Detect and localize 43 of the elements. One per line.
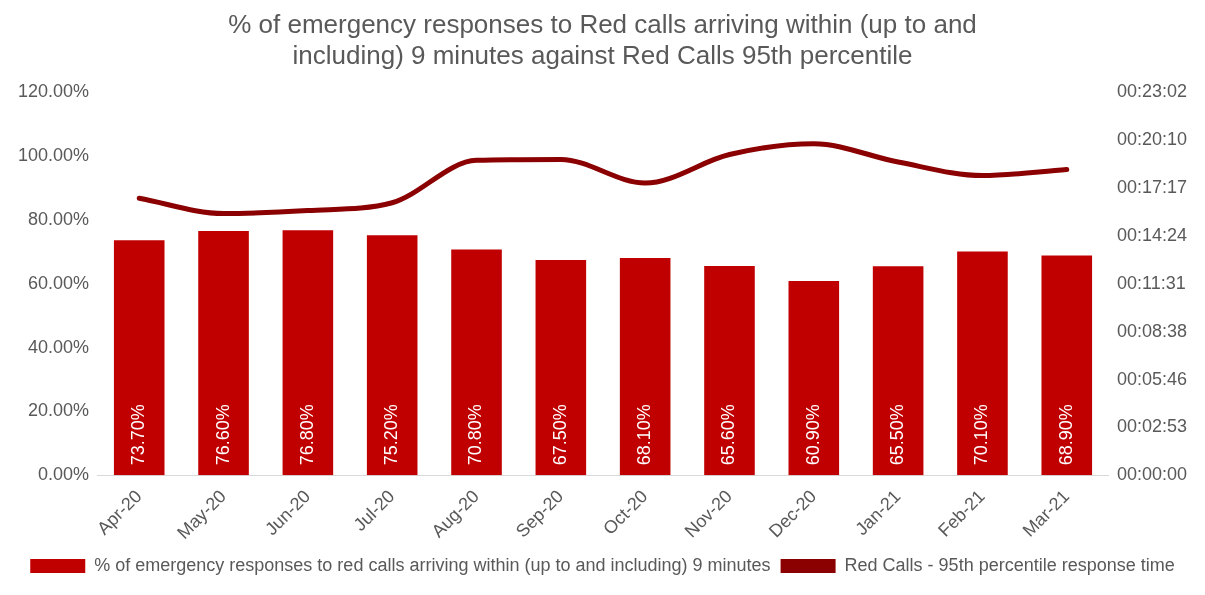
data-label: 76.60% [212, 404, 233, 466]
y2-tick-label: 00:14:24 [1116, 224, 1188, 245]
data-label: 76.80% [296, 404, 317, 466]
data-label: 75.20% [381, 404, 402, 466]
data-label: 68.90% [1055, 404, 1076, 466]
data-label: 60.90% [802, 404, 823, 466]
y2-tick-label: 00:00:00 [1116, 464, 1188, 485]
bar [366, 235, 418, 476]
data-label: 70.10% [971, 404, 992, 466]
bar [957, 251, 1008, 476]
y-tick-label: 0.00% [38, 464, 90, 485]
y2-tick-label: 00:11:31 [1116, 272, 1186, 293]
data-label: 65.50% [887, 404, 908, 466]
y-tick-label: 60.00% [28, 272, 90, 293]
bar [704, 265, 755, 476]
y-tick-label: 80.00% [28, 209, 90, 229]
y2-tick-label: 00:23:02 [1116, 81, 1188, 102]
y-tick-label: 100.00% [18, 145, 90, 166]
bar [198, 230, 249, 476]
bar [535, 259, 587, 476]
y-tick-label: 20.00% [28, 400, 90, 421]
y-tick-label: 40.00% [28, 336, 90, 357]
legend-label: Red Calls - 95th percentile response time [844, 554, 1175, 575]
data-label: 65.60% [718, 404, 739, 466]
bar [282, 230, 334, 476]
bar [451, 249, 502, 476]
data-label: 67.50% [549, 404, 570, 466]
y2-tick-label: 00:02:53 [1116, 416, 1188, 437]
bar [113, 240, 165, 476]
bar [788, 280, 840, 476]
bar [872, 266, 924, 476]
data-label: 73.70% [128, 404, 149, 466]
chart-title: % of emergency responses to Red calls arriving within (up to and including) 9 minutes against Red Calls 95th percentile [228, 8, 977, 70]
legend-label: % of emergency responses to red calls arriving within (up to and including) 9 minutes [94, 554, 771, 575]
bar [619, 258, 671, 476]
data-label: 70.80% [465, 404, 486, 466]
bar [1041, 255, 1093, 476]
y-tick-label: 120.00% [18, 81, 90, 102]
y2-tick-label: 00:20:10 [1116, 129, 1188, 150]
y2-tick-label: 00:05:46 [1116, 368, 1188, 389]
y2-tick-label: 00:17:17 [1116, 177, 1188, 198]
y2-tick-label: 00:08:38 [1116, 320, 1188, 341]
data-label: 68.10% [634, 404, 655, 466]
